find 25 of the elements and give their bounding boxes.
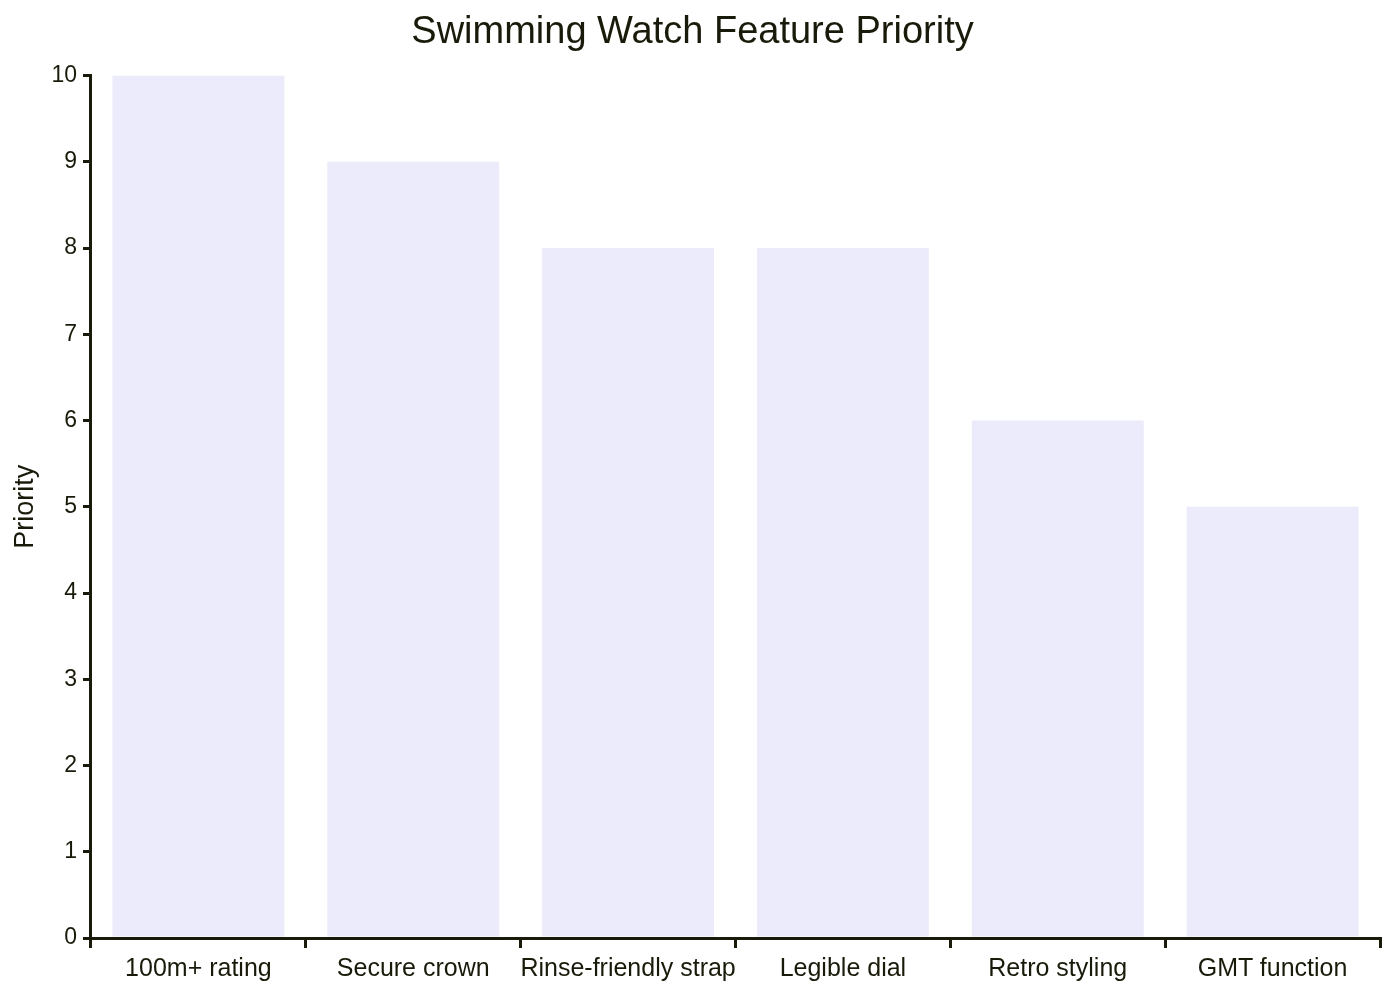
y-tick-label: 0 [64,923,77,950]
y-axis-title: Priority [8,464,39,549]
x-tick-label: 100m+ rating [125,952,272,981]
x-tick-label: Rinse-friendly strap [520,952,736,981]
y-tick-label: 1 [64,837,77,864]
chart-title: Swimming Watch Feature Priority [411,9,974,52]
bar [327,161,500,937]
y-tick-label: 2 [64,750,77,777]
y-tick-label: 8 [64,233,77,260]
y-tick-label: 4 [64,578,78,605]
x-tick-label: Secure crown [336,952,490,981]
y-tick-label: 7 [64,319,77,346]
bar [1186,506,1359,937]
x-tick-label: Legible dial [779,952,907,981]
bar [542,248,715,937]
y-tick-label: 10 [51,60,77,87]
bar [756,248,929,937]
y-tick-label: 9 [64,147,77,174]
x-tick-label: Retro styling [988,952,1128,981]
bar [971,420,1144,937]
y-tick-label: 6 [64,405,77,432]
bar [112,75,285,937]
y-tick-label: 5 [64,492,77,519]
y-tick-label: 3 [64,664,77,691]
x-tick-label: GMT function [1197,952,1348,981]
